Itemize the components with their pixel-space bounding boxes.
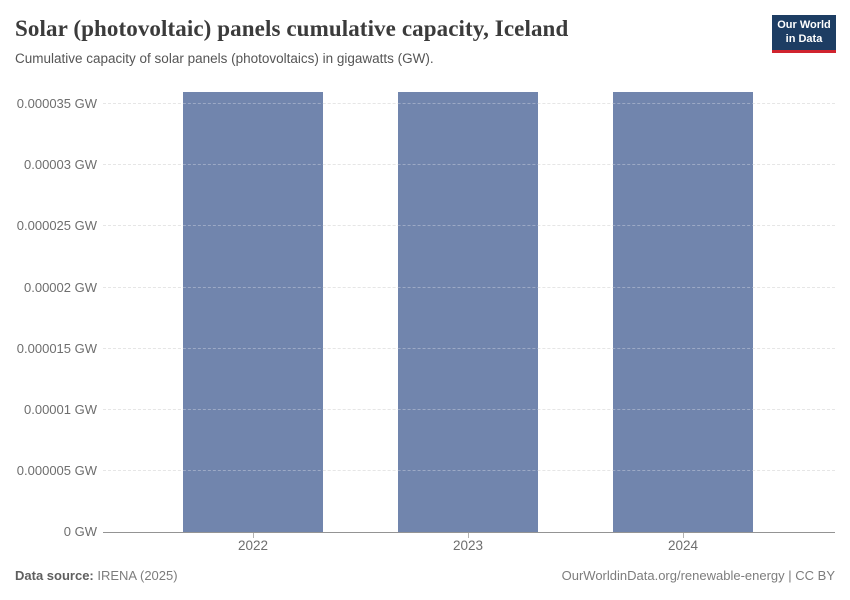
gridline-overlay	[103, 225, 835, 227]
x-axis-tick	[468, 533, 469, 538]
owid-license-link[interactable]: OurWorldinData.org/renewable-energy | CC…	[561, 568, 835, 583]
y-axis-tick-label: 0.000035 GW	[16, 96, 97, 112]
x-axis-line	[103, 532, 835, 533]
gridline-overlay	[103, 469, 835, 471]
chart-title: Solar (photovoltaic) panels cumulative c…	[15, 16, 569, 41]
bar-2023[interactable]	[398, 92, 538, 532]
x-axis-tick-label: 2022	[237, 538, 269, 553]
y-axis-tick-label: 0.00002 GW	[24, 279, 97, 295]
data-source-note: Data source: IRENA (2025)	[15, 568, 178, 583]
y-axis-tick-label: 0.000005 GW	[16, 462, 97, 478]
gridline-overlay	[103, 286, 835, 288]
y-axis-tick-label: 0 GW	[63, 524, 97, 539]
bar-2022[interactable]	[183, 92, 323, 532]
y-axis-tick-label: 0.000025 GW	[16, 218, 97, 234]
y-axis-tick-label: 0.00001 GW	[24, 401, 97, 417]
owid-logo-line2: in Data	[785, 32, 823, 45]
data-source-label: Data source:	[15, 568, 94, 583]
plot-area	[103, 85, 835, 538]
x-axis-tick	[253, 533, 254, 538]
x-axis-tick	[683, 533, 684, 538]
bar-2024[interactable]	[613, 92, 753, 532]
y-axis-tick-label: 0.000015 GW	[16, 340, 97, 356]
gridline-overlay	[103, 408, 835, 410]
data-source-value: IRENA (2025)	[97, 568, 178, 583]
chart-subtitle: Cumulative capacity of solar panels (pho…	[15, 51, 434, 66]
gridline-overlay	[103, 347, 835, 349]
gridline-overlay	[103, 164, 835, 166]
owid-logo-line1: Our World	[777, 19, 831, 31]
x-axis-tick-label: 2024	[667, 538, 699, 553]
y-axis-tick-label: 0.00003 GW	[24, 157, 97, 173]
x-axis-tick-label: 2023	[452, 538, 484, 553]
gridline-overlay	[103, 103, 835, 105]
owid-logo[interactable]: Our World in Data	[772, 15, 836, 53]
